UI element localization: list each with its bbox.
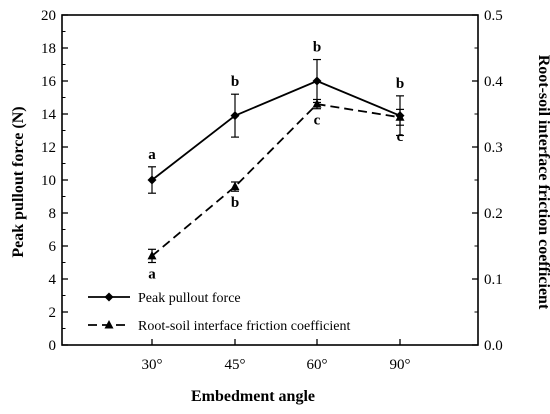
significance-letter: a	[148, 147, 156, 163]
significance-letter: c	[314, 113, 321, 129]
series-peak-pullout-force	[147, 58, 405, 194]
y-tick-label: 14	[41, 107, 57, 123]
y2-axis-ticks: 0.0 0.1 0.2 0.3 0.4 0.5	[472, 8, 503, 354]
x-tick-label: 45°	[225, 357, 246, 373]
y2-tick-label: 0.5	[484, 8, 503, 24]
y-tick-label: 0	[49, 338, 57, 354]
series-layer: a b b b a b c c	[147, 40, 405, 283]
data-point	[230, 111, 240, 121]
plot-frame	[61, 14, 479, 346]
legend-marker-friction-coefficient	[104, 320, 114, 329]
data-point	[395, 112, 405, 121]
data-point	[147, 175, 157, 185]
data-point	[312, 99, 322, 108]
significance-letter: a	[148, 267, 156, 283]
y-tick-label: 2	[49, 305, 57, 321]
series-friction-coefficient	[147, 98, 405, 264]
y-tick-label: 16	[41, 74, 57, 90]
y-axis-ticks: 0 2 4 6 8 10 12 14 16 18 20	[41, 8, 68, 354]
significance-letter: b	[231, 195, 239, 211]
series-line	[151, 80, 401, 181]
x-tick-label: 90°	[390, 357, 411, 373]
legend-label-friction-coefficient: Root-soil interface friction coefficient	[138, 319, 350, 334]
data-point	[312, 76, 322, 86]
y-tick-label: 12	[41, 140, 56, 156]
legend-marker-peak-pullout-force	[104, 292, 114, 302]
y-tick-label: 6	[49, 239, 57, 255]
legend-label-peak-pullout-force: Peak pullout force	[138, 291, 241, 306]
y-tick-label: 8	[49, 206, 57, 222]
significance-labels: a b b b a b c c	[148, 40, 404, 283]
y2-tick-label: 0.3	[484, 140, 503, 156]
y2-axis-title: Root-soil interface friction coefficient	[535, 55, 550, 310]
significance-letter: b	[231, 74, 239, 90]
data-point	[230, 181, 240, 191]
y-axis-title: Peak pullout force (N)	[10, 106, 27, 257]
significance-letter: c	[397, 129, 404, 145]
legend: Peak pullout force Root-soil interface fr…	[88, 291, 350, 334]
y-tick-label: 18	[41, 41, 56, 57]
x-axis-ticks: 30° 45° 60° 90°	[142, 339, 411, 373]
y-tick-label: 20	[41, 8, 56, 24]
y2-tick-label: 0.1	[484, 272, 503, 288]
y2-tick-label: 0.4	[484, 74, 503, 90]
x-tick-label: 30°	[142, 357, 163, 373]
y2-tick-label: 0.0	[484, 338, 503, 354]
y-tick-label: 10	[41, 173, 56, 189]
x-tick-label: 60°	[307, 357, 328, 373]
x-axis-title: Embedment angle	[191, 388, 315, 405]
data-point	[147, 250, 157, 260]
significance-letter: b	[396, 76, 404, 92]
plot-area	[61, 14, 479, 346]
series-line	[151, 103, 401, 257]
y-tick-label: 4	[49, 272, 57, 288]
y2-tick-label: 0.2	[484, 206, 503, 222]
significance-letter: b	[313, 40, 321, 56]
